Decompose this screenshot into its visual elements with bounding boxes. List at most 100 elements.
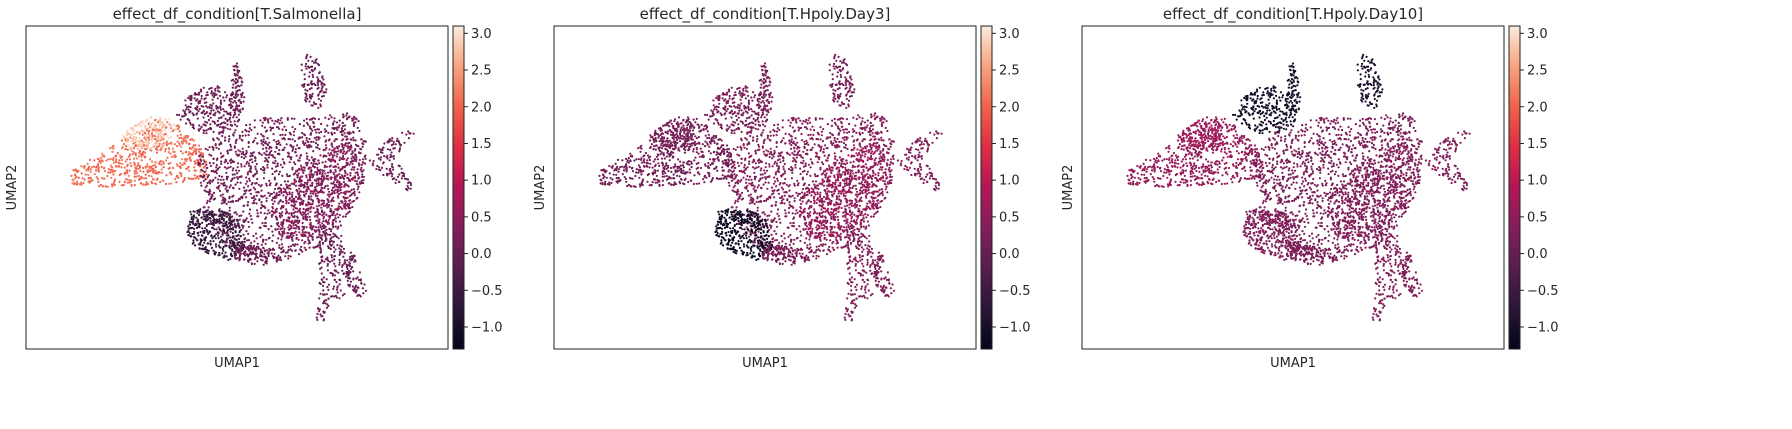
point	[215, 158, 219, 161]
point	[343, 157, 346, 160]
point	[285, 200, 288, 203]
point	[203, 98, 206, 101]
point	[351, 150, 354, 153]
point	[382, 146, 385, 149]
point	[197, 161, 200, 164]
point	[153, 134, 156, 137]
point	[175, 175, 178, 178]
point	[338, 145, 341, 148]
point	[320, 190, 323, 194]
point	[329, 247, 332, 251]
point	[247, 232, 250, 235]
point	[334, 265, 337, 268]
point	[658, 180, 661, 183]
point	[148, 138, 151, 142]
point	[152, 178, 155, 181]
point	[333, 159, 336, 162]
point	[209, 222, 212, 225]
point	[248, 212, 251, 215]
point	[254, 165, 257, 168]
point	[289, 248, 292, 251]
point	[327, 193, 330, 196]
point	[248, 177, 251, 180]
point	[191, 218, 194, 221]
point	[341, 250, 344, 253]
point	[190, 177, 193, 180]
point	[309, 97, 312, 100]
point	[653, 140, 656, 144]
point	[722, 162, 725, 165]
point	[232, 226, 235, 229]
point	[665, 155, 669, 158]
point	[204, 186, 207, 189]
point	[293, 215, 296, 218]
point	[323, 281, 326, 284]
point	[392, 157, 395, 160]
point	[345, 161, 348, 164]
point	[331, 145, 334, 148]
point	[343, 197, 346, 200]
point	[337, 166, 340, 169]
point	[658, 164, 661, 168]
point	[390, 139, 393, 142]
point	[305, 188, 308, 191]
point	[379, 156, 383, 159]
point	[194, 150, 197, 153]
point	[312, 225, 315, 228]
point	[127, 155, 130, 158]
point	[209, 240, 212, 243]
point	[719, 146, 723, 149]
point	[187, 151, 190, 154]
point	[120, 166, 123, 169]
point	[164, 150, 167, 153]
point	[358, 271, 361, 274]
point	[233, 114, 236, 117]
point	[182, 138, 185, 142]
point	[353, 194, 356, 197]
point	[347, 179, 350, 182]
point	[332, 212, 335, 215]
point	[292, 224, 295, 227]
point	[156, 137, 159, 140]
point	[272, 133, 275, 136]
point	[130, 180, 133, 183]
point	[697, 152, 700, 155]
point	[398, 150, 401, 153]
point	[254, 198, 257, 201]
point	[193, 160, 196, 163]
point	[326, 124, 329, 127]
point	[334, 177, 337, 180]
point	[92, 165, 96, 168]
point	[137, 131, 140, 134]
point	[291, 149, 294, 152]
point	[327, 201, 330, 204]
point	[205, 224, 208, 227]
point	[126, 158, 129, 161]
point	[359, 168, 362, 171]
point	[717, 159, 720, 162]
point	[232, 108, 235, 111]
point	[692, 182, 696, 186]
point	[237, 169, 241, 172]
point	[396, 137, 399, 140]
point	[672, 138, 675, 141]
point	[149, 169, 152, 172]
point	[615, 173, 618, 176]
point	[725, 144, 729, 147]
point	[662, 152, 665, 155]
point	[136, 172, 139, 175]
point	[314, 192, 317, 195]
point	[687, 160, 691, 163]
point	[163, 125, 166, 128]
point	[260, 255, 263, 258]
point	[686, 139, 689, 143]
point	[218, 217, 221, 220]
point	[140, 175, 143, 178]
point	[352, 159, 355, 162]
point	[152, 169, 155, 172]
point	[285, 211, 289, 214]
point	[640, 170, 643, 173]
point	[353, 190, 356, 193]
point	[259, 248, 262, 251]
